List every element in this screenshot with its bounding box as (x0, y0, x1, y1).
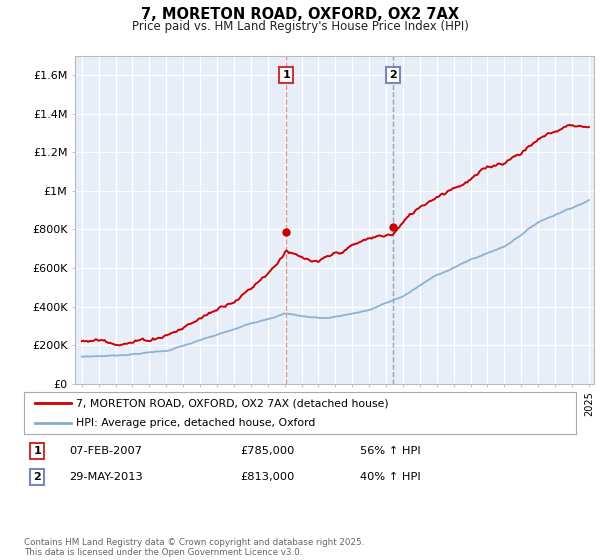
Text: 07-FEB-2007: 07-FEB-2007 (69, 446, 142, 456)
Text: 40% ↑ HPI: 40% ↑ HPI (360, 472, 421, 482)
Text: 1: 1 (283, 70, 290, 80)
Text: 2: 2 (389, 70, 397, 80)
Text: 7, MORETON ROAD, OXFORD, OX2 7AX: 7, MORETON ROAD, OXFORD, OX2 7AX (141, 7, 459, 22)
Text: £813,000: £813,000 (240, 472, 295, 482)
Text: 56% ↑ HPI: 56% ↑ HPI (360, 446, 421, 456)
Text: £785,000: £785,000 (240, 446, 295, 456)
Text: 1: 1 (34, 446, 41, 456)
Text: 29-MAY-2013: 29-MAY-2013 (69, 472, 143, 482)
Text: 7, MORETON ROAD, OXFORD, OX2 7AX (detached house): 7, MORETON ROAD, OXFORD, OX2 7AX (detach… (76, 398, 389, 408)
Text: HPI: Average price, detached house, Oxford: HPI: Average price, detached house, Oxfo… (76, 418, 316, 428)
Text: 2: 2 (34, 472, 41, 482)
Text: Price paid vs. HM Land Registry's House Price Index (HPI): Price paid vs. HM Land Registry's House … (131, 20, 469, 32)
Text: Contains HM Land Registry data © Crown copyright and database right 2025.
This d: Contains HM Land Registry data © Crown c… (24, 538, 364, 557)
